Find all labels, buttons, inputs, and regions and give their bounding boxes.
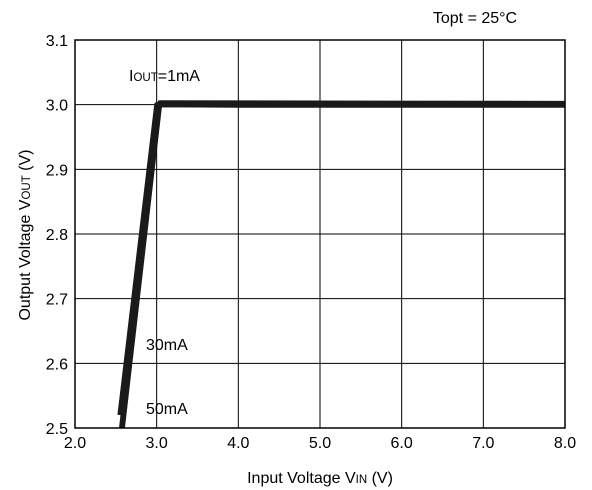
series-group [117, 100, 566, 429]
y-tick-label: 3.0 [46, 98, 68, 115]
annotation-iout-1ma: IOUT=1mA [129, 68, 200, 85]
y-tick-label: 2.9 [46, 162, 68, 179]
y-tick-label: 3.1 [46, 33, 68, 50]
x-tick-label: 3.0 [146, 435, 168, 452]
y-tick-label: 2.7 [46, 292, 68, 309]
x-axis-label: Input Voltage VIN (V) [247, 470, 393, 487]
series-line-1 [117, 102, 565, 416]
x-tick-labels: 2.0 3.0 4.0 5.0 6.0 7.0 8.0 [64, 435, 576, 452]
x-tick-label: 8.0 [554, 435, 576, 452]
x-tick-label: 2.0 [64, 435, 86, 452]
y-tick-label: 2.8 [46, 227, 68, 244]
y-tick-label: 2.5 [46, 421, 68, 438]
plot-frame [74, 39, 566, 429]
x-tick-label: 6.0 [391, 435, 413, 452]
x-tick-label: 5.0 [309, 435, 331, 452]
series-line-2 [119, 102, 565, 429]
x-tick-label: 4.0 [227, 435, 249, 452]
y-tick-label: 2.6 [46, 356, 68, 373]
y-tick-labels: 2.5 2.6 2.7 2.8 2.9 3.0 3.1 [46, 33, 68, 438]
annotation-50ma: 50mA [146, 401, 188, 418]
x-tick-label: 7.0 [472, 435, 494, 452]
series-line-3 [119, 100, 566, 429]
condition-label: Topt = 25°C [433, 10, 517, 27]
grid [75, 40, 565, 428]
annotation-30ma: 30mA [146, 337, 188, 354]
y-axis-label: Output Voltage VOUT (V) [17, 149, 34, 320]
